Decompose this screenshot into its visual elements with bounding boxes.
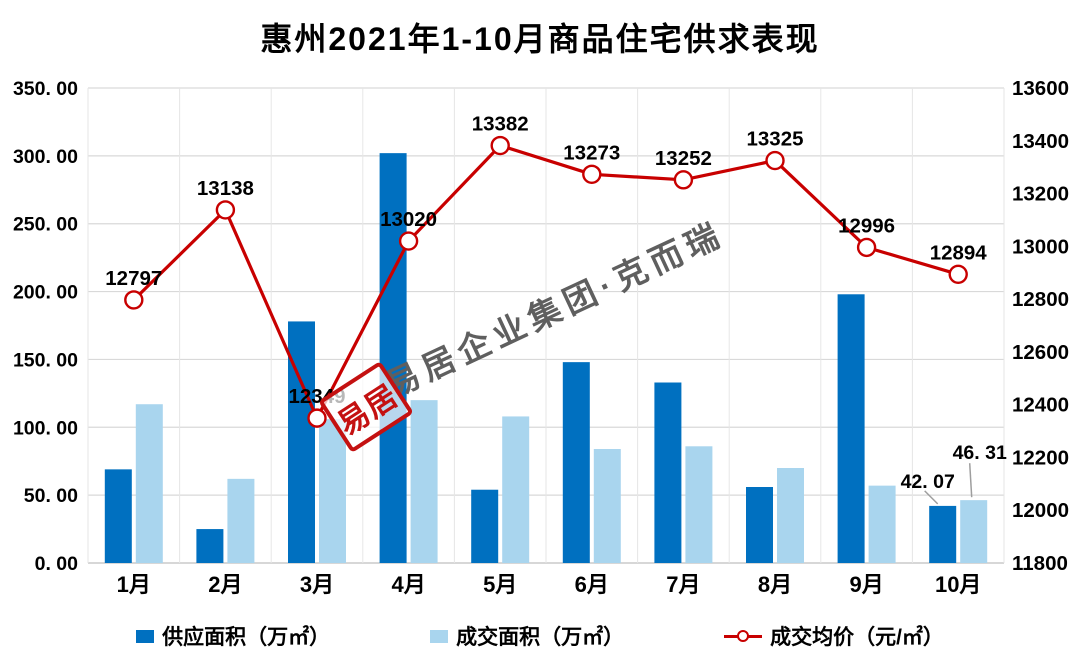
left-axis-tick-label: 150. 00 — [13, 349, 78, 371]
right-axis-tick-label: 13000 — [1012, 235, 1069, 258]
left-axis-tick-label: 100. 00 — [13, 417, 78, 439]
legend-item-supply: 供应面积（万㎡） — [136, 621, 330, 651]
right-axis-tick-label: 12800 — [1012, 288, 1069, 311]
price-point-marker — [124, 290, 144, 310]
supply-bar — [196, 529, 224, 563]
transaction-bar — [227, 478, 255, 563]
supply-bar — [746, 487, 773, 563]
left-axis-tick-label: 300. 00 — [13, 146, 78, 168]
legend-line-marker-icon — [724, 629, 763, 643]
right-axis-tick-label: 12000 — [1012, 499, 1069, 522]
callout-leader-line — [924, 490, 939, 505]
right-axis-tick-label: 13600 — [1012, 77, 1069, 100]
x-axis-month-label: 9月 — [849, 572, 883, 597]
left-axis-tick-label: 250. 00 — [13, 214, 78, 236]
supply-bar — [654, 382, 682, 563]
bar-value-callout: 46. 31 — [953, 442, 1007, 464]
right-axis-tick-label: 12600 — [1012, 341, 1069, 364]
x-axis-month-label: 4月 — [391, 572, 425, 597]
price-point-label: 12894 — [930, 241, 988, 264]
price-point-label: 13325 — [746, 128, 803, 151]
price-point-label: 13138 — [197, 177, 254, 200]
left-axis-tick-label: 350. 00 — [13, 78, 78, 100]
supply-bar — [379, 153, 407, 563]
transaction-bar — [960, 500, 988, 563]
supply-bar — [837, 294, 865, 563]
x-axis-month-label: 7月 — [666, 572, 700, 597]
legend-label-transaction: 成交面积（万㎡） — [456, 626, 625, 649]
right-axis-tick-label: 12400 — [1012, 394, 1069, 417]
x-axis-month-label: 5月 — [483, 572, 517, 597]
left-axis-tick-label: 200. 00 — [13, 282, 78, 304]
legend-item-transaction: 成交面积（万㎡） — [430, 621, 624, 651]
transaction-bar — [319, 419, 346, 563]
x-axis-month-label: 8月 — [758, 572, 792, 597]
price-point-marker — [948, 264, 968, 285]
legend-item-price: 成交均价（元/㎡） — [724, 621, 944, 651]
right-axis-tick-label: 13200 — [1012, 183, 1069, 206]
legend-swatch-supply-icon — [136, 629, 155, 643]
x-axis-month-label: 3月 — [300, 572, 334, 597]
chart-legend: 供应面积（万㎡） 成交面积（万㎡） 成交均价（元/㎡） — [0, 621, 1080, 651]
right-axis-tick-label: 11800 — [1012, 552, 1068, 575]
legend-swatch-transaction-icon — [430, 629, 449, 643]
price-point-marker — [307, 408, 327, 428]
transaction-bar — [593, 449, 621, 563]
price-line — [132, 143, 959, 420]
left-axis-tick-label: 50. 00 — [24, 485, 78, 507]
supply-bar — [471, 489, 499, 563]
price-point-label: 12996 — [838, 214, 895, 237]
price-point-label: 13252 — [655, 147, 712, 170]
x-axis-month-label: 6月 — [575, 572, 609, 597]
price-point-marker — [398, 231, 419, 251]
transaction-bar — [502, 416, 530, 563]
x-axis-month-label: 10月 — [935, 572, 981, 597]
x-axis-month-label: 2月 — [208, 572, 242, 597]
transaction-bar — [777, 468, 804, 563]
left-axis-tick-label: 0. 00 — [35, 553, 79, 575]
bar-value-callout: 42. 07 — [901, 471, 955, 493]
supply-bar — [104, 469, 132, 563]
legend-label-supply: 供应面积（万㎡） — [162, 626, 331, 649]
right-axis-tick-label: 12200 — [1012, 446, 1069, 469]
callout-leader-line — [968, 463, 973, 498]
price-point-label: 13273 — [563, 141, 620, 164]
transaction-bar — [868, 485, 896, 563]
price-point-marker — [856, 237, 877, 258]
supply-bar — [929, 505, 957, 563]
legend-label-price: 成交均价（元/㎡） — [770, 626, 944, 649]
transaction-bar — [135, 404, 163, 563]
right-axis-tick-label: 13400 — [1012, 130, 1069, 153]
transaction-bar — [410, 400, 438, 563]
price-point-marker — [215, 200, 236, 220]
price-point-label: 12797 — [105, 267, 162, 290]
price-point-label: 13020 — [380, 208, 437, 231]
supply-bar — [562, 362, 590, 563]
price-point-marker — [582, 164, 602, 184]
price-point-marker — [765, 150, 785, 171]
price-point-marker — [490, 135, 510, 156]
price-point-label: 13382 — [472, 113, 529, 136]
x-axis-month-label: 1月 — [117, 572, 151, 597]
chart-title: 惠州2021年1-10月商品住宅供求表现 — [260, 21, 820, 57]
price-point-marker — [673, 170, 694, 190]
transaction-bar — [685, 446, 713, 563]
